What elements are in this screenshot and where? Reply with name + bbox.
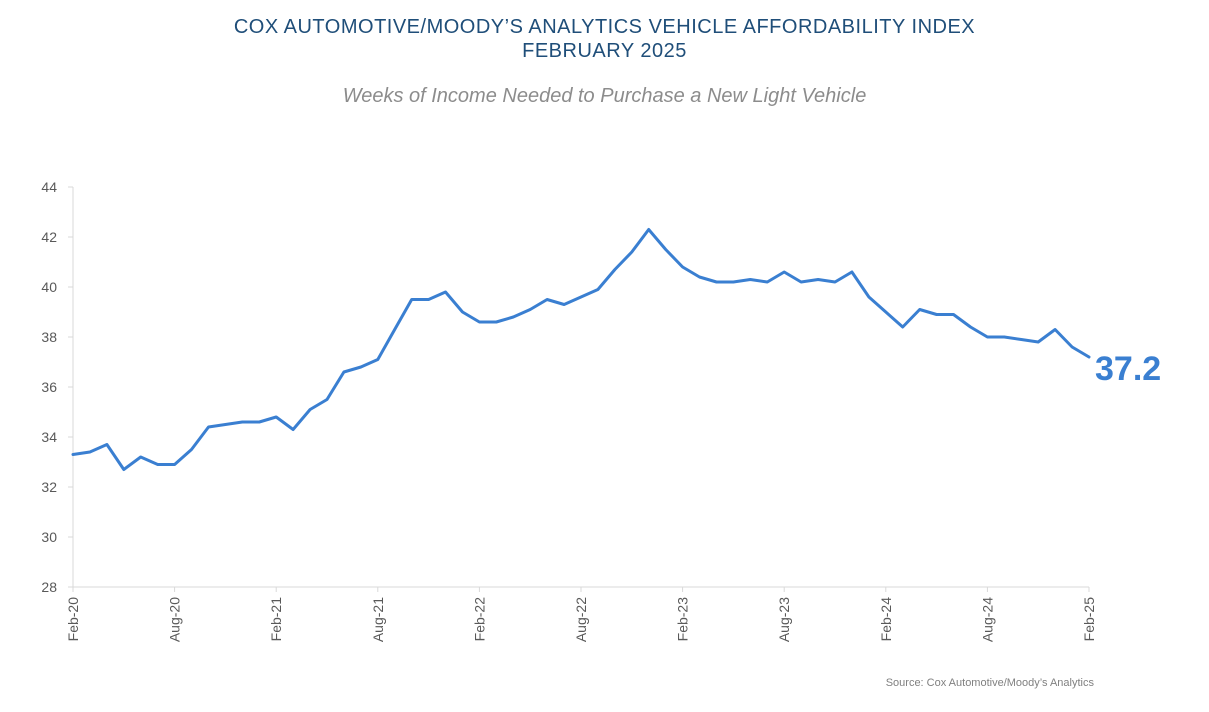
series-line-weeks-of-income — [71, 228, 1091, 471]
x-tick-label: Aug-20 — [167, 597, 183, 642]
y-tick-label: 34 — [41, 429, 57, 445]
x-axis-ticks: Feb-20 Aug-20 Feb-21 Aug-21 Feb-22 Aug-22 Feb-… — [65, 587, 1097, 642]
y-tick-label: 38 — [41, 329, 57, 345]
x-tick-label: Feb-23 — [675, 597, 691, 642]
chart-axes — [72, 187, 1089, 588]
y-tick-label: 42 — [41, 229, 57, 245]
x-tick-label: Feb-24 — [878, 597, 894, 642]
x-tick-label: Aug-22 — [573, 597, 589, 642]
y-tick-label: 28 — [41, 579, 57, 595]
x-tick-label: Feb-22 — [471, 597, 487, 642]
y-tick-label: 40 — [41, 279, 57, 295]
y-tick-label: 36 — [41, 379, 57, 395]
x-tick-label: Feb-20 — [65, 597, 81, 642]
y-tick-label: 30 — [41, 529, 57, 545]
series-group — [71, 228, 1091, 471]
x-tick-label: Aug-21 — [370, 597, 386, 642]
chart-title-line1: COX AUTOMOTIVE/MOODY’S ANALYTICS VEHICLE… — [233, 16, 976, 38]
x-tick-label: Aug-24 — [979, 597, 995, 642]
x-tick-label: Feb-25 — [1081, 597, 1097, 642]
annotations: 37.2 — [1095, 350, 1161, 388]
chart-title-line2: FEBRUARY 2025 — [522, 40, 687, 62]
y-axis-ticks: 28 30 32 34 36 38 40 42 44 — [41, 179, 73, 595]
end-value-label: 37.2 — [1095, 350, 1161, 388]
x-tick-label: Feb-21 — [268, 597, 284, 642]
chart-subtitle: Weeks of Income Needed to Purchase a New… — [342, 85, 867, 107]
x-tick-label: Aug-23 — [776, 597, 792, 642]
y-tick-label: 44 — [41, 179, 57, 195]
y-tick-label: 32 — [41, 479, 57, 495]
source-note: Source: Cox Automotive/Moody’s Analytics — [885, 677, 1094, 689]
